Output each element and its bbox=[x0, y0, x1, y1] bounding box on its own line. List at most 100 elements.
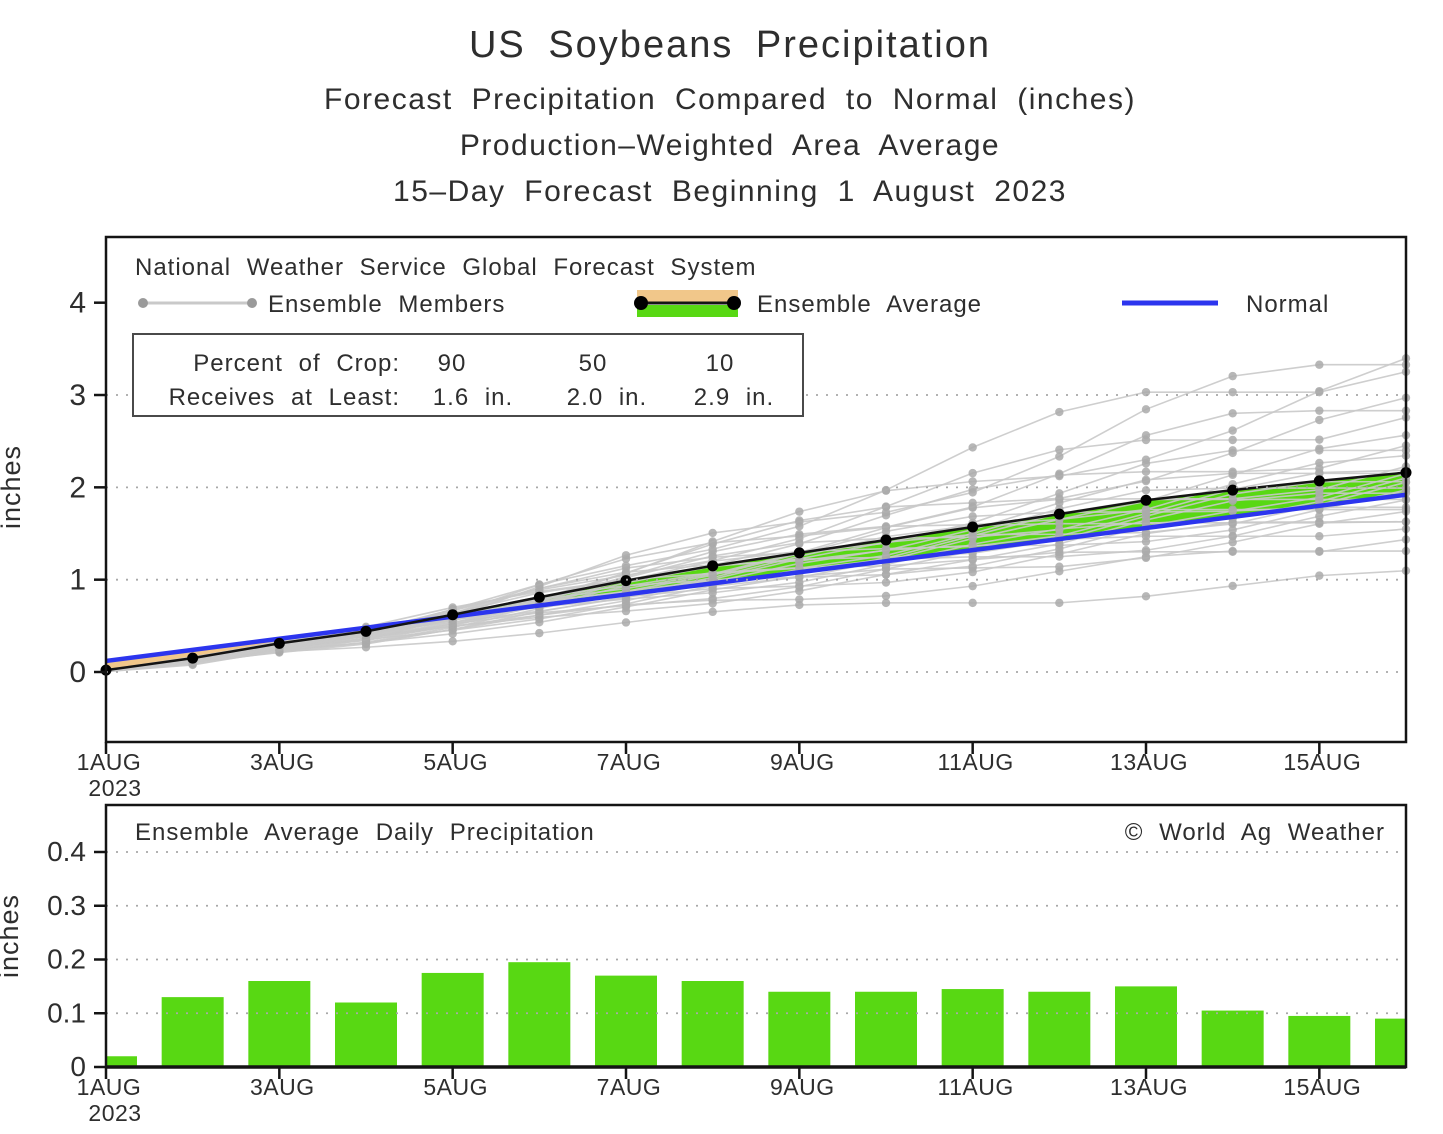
y-tick-label: 0.3 bbox=[47, 890, 86, 921]
legend: Ensemble Members Ensemble Average Normal bbox=[138, 290, 1328, 318]
ensemble-member-dot bbox=[1315, 360, 1324, 369]
surplus-band-sample bbox=[637, 305, 738, 317]
top-y-axis-label: inches bbox=[0, 445, 26, 529]
x-tick-label: 7AUG bbox=[597, 749, 662, 775]
ensemble-average-dot bbox=[707, 560, 719, 572]
x-tick-label: 13AUG bbox=[1110, 749, 1188, 775]
ensemble-member-dot bbox=[1228, 467, 1237, 476]
ensemble-average-dot bbox=[1227, 484, 1239, 496]
ensemble-member-dot bbox=[881, 570, 891, 579]
bottom-gridlines bbox=[106, 851, 1406, 1015]
x-axis-year-label: 2023 bbox=[88, 1100, 141, 1126]
legend-average-label: Ensemble Average bbox=[757, 291, 982, 318]
ensemble-average-dot bbox=[447, 609, 459, 621]
cumulative-chart: 0 1 2 3 4 1AUG 3AUG 5AUG 7AUG 9AUG 11AUG 13AUG 15AUG… bbox=[0, 235, 1412, 801]
ensemble-member-dot bbox=[1228, 409, 1237, 418]
ensemble-member-dot bbox=[1228, 448, 1237, 458]
ensemble-member-dot bbox=[1141, 435, 1151, 445]
stats-p10: 10 bbox=[706, 350, 735, 377]
ensemble-member-dot bbox=[1055, 471, 1064, 481]
ensemble-average-dot bbox=[533, 591, 545, 603]
ensemble-member-dot bbox=[1315, 464, 1324, 473]
ensemble-average-dot bbox=[620, 575, 632, 587]
ensemble-average-dot bbox=[1313, 475, 1325, 487]
top-plot-frame bbox=[104, 235, 1408, 744]
y-tick-label: 1 bbox=[69, 564, 86, 597]
ensemble-average-dot bbox=[360, 625, 372, 637]
ensemble-member-line bbox=[105, 397, 1407, 672]
ensemble-member-dot bbox=[968, 512, 977, 521]
member-dot-icon bbox=[247, 298, 257, 308]
daily-precipitation-bars bbox=[106, 962, 1406, 1067]
daily-precip-bar bbox=[1028, 991, 1091, 1067]
ensemble-member-dot bbox=[1141, 546, 1151, 555]
ensemble-member-dot bbox=[1055, 445, 1064, 454]
ensemble-member-dot bbox=[1315, 512, 1324, 521]
ensemble-member-dot bbox=[1315, 532, 1324, 541]
ensemble-member-dot bbox=[1228, 525, 1237, 535]
ensemble-member-dot bbox=[1315, 493, 1324, 502]
y-tick-label: 0.1 bbox=[47, 997, 86, 1028]
ensemble-member-dot bbox=[795, 595, 804, 604]
daily-precip-bar bbox=[1201, 1010, 1264, 1067]
ensemble-member-dot bbox=[1141, 455, 1151, 464]
ensemble-member-dot bbox=[1055, 494, 1064, 503]
ensemble-member-dot bbox=[535, 580, 544, 589]
ensemble-member-dot bbox=[1141, 505, 1151, 514]
y-tick-label: 3 bbox=[69, 379, 86, 412]
x-tick-label: 15AUG bbox=[1283, 749, 1361, 775]
average-dot-icon bbox=[634, 296, 648, 310]
ensemble-member-dot bbox=[1055, 562, 1064, 571]
daily-precip-bar bbox=[335, 1002, 397, 1067]
ensemble-member-dot bbox=[1315, 435, 1324, 444]
ensemble-member-line bbox=[105, 409, 1406, 672]
ensemble-member-dot bbox=[1228, 435, 1237, 445]
ensemble-member-dot bbox=[1141, 537, 1151, 546]
bottom-y-axis-label: inches bbox=[0, 894, 24, 978]
ensemble-member-dot bbox=[1228, 371, 1237, 381]
page-titles: US Soybeans Precipitation Forecast Preci… bbox=[324, 24, 1136, 208]
ensemble-member-dot bbox=[621, 618, 631, 627]
ensemble-member-dot bbox=[881, 591, 891, 601]
ensemble-member-line bbox=[105, 569, 1407, 671]
daily-precipitation-chart: 0 0.1 0.2 0.3 0.4 1AUG 3AUG 5AUG 7AUG 9AUG 11AUG 13… bbox=[0, 803, 1408, 1126]
daily-precip-bar bbox=[508, 962, 571, 1067]
ensemble-member-dot bbox=[1315, 571, 1324, 580]
ensemble-member-dot bbox=[1315, 547, 1324, 556]
x-tick-label: 3AUG bbox=[250, 749, 315, 775]
ensemble-member-dot bbox=[1141, 405, 1151, 414]
ensemble-member-dot bbox=[708, 588, 717, 597]
stats-row2-label: Receives at Least: bbox=[169, 384, 400, 411]
copyright-watermark: © World Ag Weather bbox=[1125, 819, 1385, 846]
ensemble-member-dot bbox=[1055, 407, 1064, 417]
ensemble-member-dot bbox=[795, 507, 804, 516]
deficit-band-sample bbox=[637, 290, 738, 302]
x-tick-label: 9AUG bbox=[770, 1074, 835, 1100]
page-subtitle-3: 15–Day Forecast Beginning 1 August 2023 bbox=[393, 175, 1067, 208]
ensemble-member-dot bbox=[1141, 592, 1151, 601]
ensemble-member-dot bbox=[968, 488, 977, 497]
x-tick-label: 1AUG bbox=[77, 749, 142, 775]
ensemble-member-line bbox=[105, 416, 1407, 673]
ensemble-average-dot bbox=[793, 547, 805, 559]
x-tick-label: 5AUG bbox=[423, 749, 488, 775]
stats-row1-label: Percent of Crop: bbox=[193, 350, 400, 377]
member-dot-icon bbox=[138, 298, 148, 308]
daily-precip-bar bbox=[248, 981, 311, 1067]
daily-precip-bar bbox=[1288, 1015, 1351, 1067]
page-subtitle-2: Production–Weighted Area Average bbox=[460, 129, 1000, 162]
ensemble-member-dot bbox=[1315, 446, 1324, 455]
page-subtitle-1: Forecast Precipitation Compared to Norma… bbox=[324, 83, 1136, 116]
ensemble-member-dot bbox=[1055, 598, 1064, 608]
y-tick-label: 0 bbox=[69, 656, 86, 689]
ensemble-member-dot bbox=[1315, 406, 1324, 415]
legend-ensemble-members-key: Ensemble Members bbox=[138, 291, 504, 318]
ensemble-average-dot bbox=[1140, 494, 1152, 506]
legend-normal-key: Normal bbox=[1122, 291, 1328, 318]
ensemble-member-line bbox=[105, 357, 1407, 673]
ensemble-member-dot bbox=[1141, 476, 1151, 486]
ensemble-member-dot bbox=[708, 537, 717, 546]
top-axes: 0 1 2 3 4 1AUG 3AUG 5AUG 7AUG 9AUG 11AUG 13AUG 15AUG… bbox=[69, 287, 1361, 801]
ensemble-average-dot bbox=[187, 652, 199, 664]
legend-ensemble-average-key: Ensemble Average bbox=[634, 290, 982, 318]
